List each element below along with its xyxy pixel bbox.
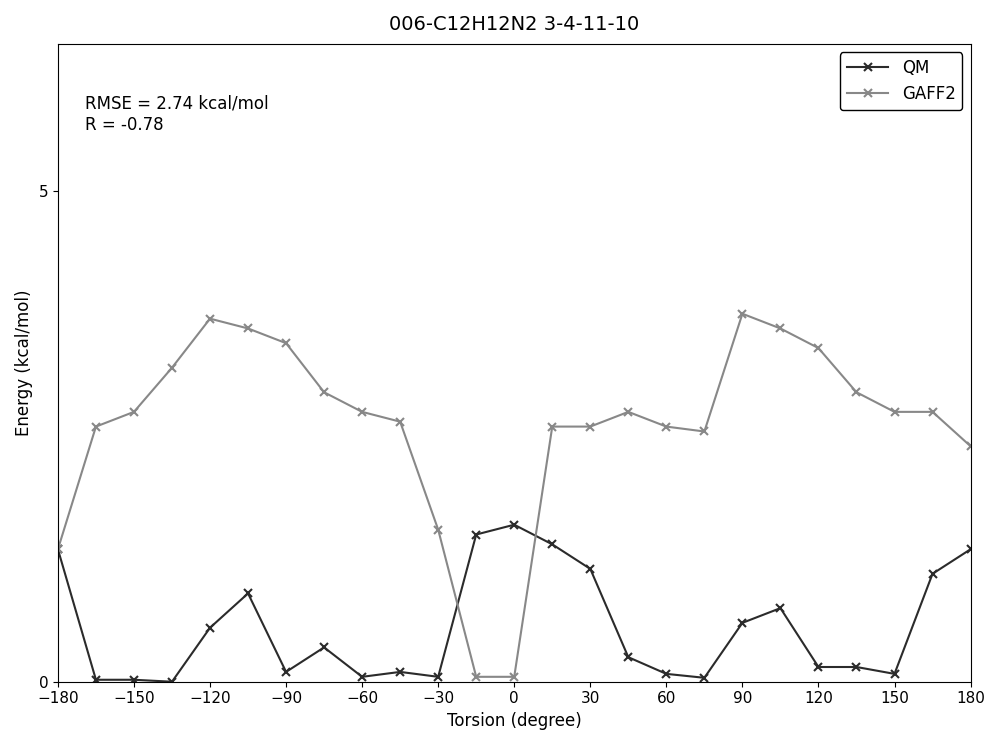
GAFF2 [204, 314, 216, 323]
GAFF2 [660, 422, 672, 431]
GAFF2 [850, 388, 862, 397]
QM [470, 530, 482, 539]
QM [698, 673, 710, 682]
QM [850, 662, 862, 671]
QM [394, 668, 406, 676]
GAFF2 [356, 408, 368, 416]
QM [584, 565, 596, 574]
QM [52, 545, 64, 554]
GAFF2 [546, 422, 558, 431]
QM [736, 618, 748, 627]
Y-axis label: Energy (kcal/mol): Energy (kcal/mol) [15, 290, 33, 436]
GAFF2 [965, 442, 977, 451]
QM [927, 569, 939, 578]
X-axis label: Torsion (degree): Torsion (degree) [447, 712, 582, 730]
GAFF2 [90, 422, 102, 431]
GAFF2 [242, 324, 254, 333]
GAFF2 [508, 672, 520, 681]
GAFF2 [622, 408, 634, 416]
GAFF2 [736, 309, 748, 318]
QM [90, 675, 102, 684]
Text: RMSE = 2.74 kcal/mol
R = -0.78: RMSE = 2.74 kcal/mol R = -0.78 [85, 95, 269, 133]
QM [166, 677, 178, 686]
QM [242, 589, 254, 598]
Line: QM: QM [54, 521, 975, 686]
GAFF2 [318, 388, 330, 397]
GAFF2 [470, 672, 482, 681]
GAFF2 [698, 427, 710, 436]
QM [318, 643, 330, 652]
GAFF2 [584, 422, 596, 431]
QM [432, 672, 444, 681]
QM [889, 670, 901, 679]
Title: 006-C12H12N2 3-4-11-10: 006-C12H12N2 3-4-11-10 [389, 15, 639, 34]
GAFF2 [52, 545, 64, 554]
QM [546, 540, 558, 549]
QM [280, 668, 292, 676]
QM [812, 662, 824, 671]
GAFF2 [432, 525, 444, 534]
Line: GAFF2: GAFF2 [54, 310, 975, 681]
QM [204, 624, 216, 633]
GAFF2 [128, 408, 140, 416]
QM [128, 675, 140, 684]
QM [622, 653, 634, 662]
Legend: QM, GAFF2: QM, GAFF2 [840, 52, 962, 110]
GAFF2 [889, 408, 901, 416]
GAFF2 [927, 408, 939, 416]
QM [774, 603, 786, 612]
GAFF2 [280, 339, 292, 348]
QM [965, 545, 977, 554]
QM [356, 672, 368, 681]
QM [660, 670, 672, 679]
QM [508, 520, 520, 529]
GAFF2 [774, 324, 786, 333]
GAFF2 [166, 364, 178, 372]
GAFF2 [812, 343, 824, 352]
GAFF2 [394, 417, 406, 426]
